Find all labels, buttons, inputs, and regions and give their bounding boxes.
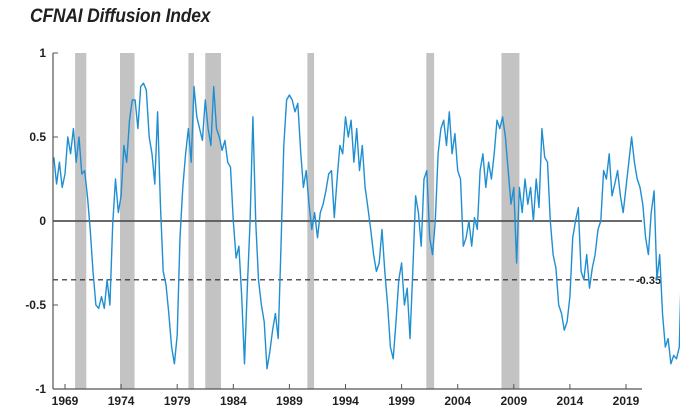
x-tick-label: 2009 xyxy=(500,394,527,408)
series-line xyxy=(53,82,680,370)
x-tick-label: 2019 xyxy=(613,394,640,408)
x-tick-label: 1974 xyxy=(108,394,135,408)
y-tick-label: -0.5 xyxy=(25,298,46,312)
reference-lines: -0.35 xyxy=(53,220,661,287)
threshold-label: -0.35 xyxy=(636,275,661,287)
y-tick-label: -1 xyxy=(35,382,46,396)
axes: -1 -0.5 0 0.5 1 1969 1974 1979 1984 1989 1994 1999 2… xyxy=(25,46,642,408)
x-tick-label: 1979 xyxy=(164,394,191,408)
chart-title: CFNAI Diffusion Index xyxy=(30,6,211,27)
y-tick-label: 1 xyxy=(39,46,46,60)
y-tick-label: 0.5 xyxy=(29,130,46,144)
x-tick-label: 1984 xyxy=(220,394,247,408)
series-lines xyxy=(53,82,680,370)
y-tick-label: 0 xyxy=(39,214,46,228)
x-tick-label: 2004 xyxy=(444,394,471,408)
x-tick-label: 2014 xyxy=(557,394,584,408)
x-tick-label: 1969 xyxy=(52,394,79,408)
x-tick-label: 1999 xyxy=(388,394,415,408)
x-tick-label: 1994 xyxy=(332,394,359,408)
x-tick-label: 1989 xyxy=(276,394,303,408)
